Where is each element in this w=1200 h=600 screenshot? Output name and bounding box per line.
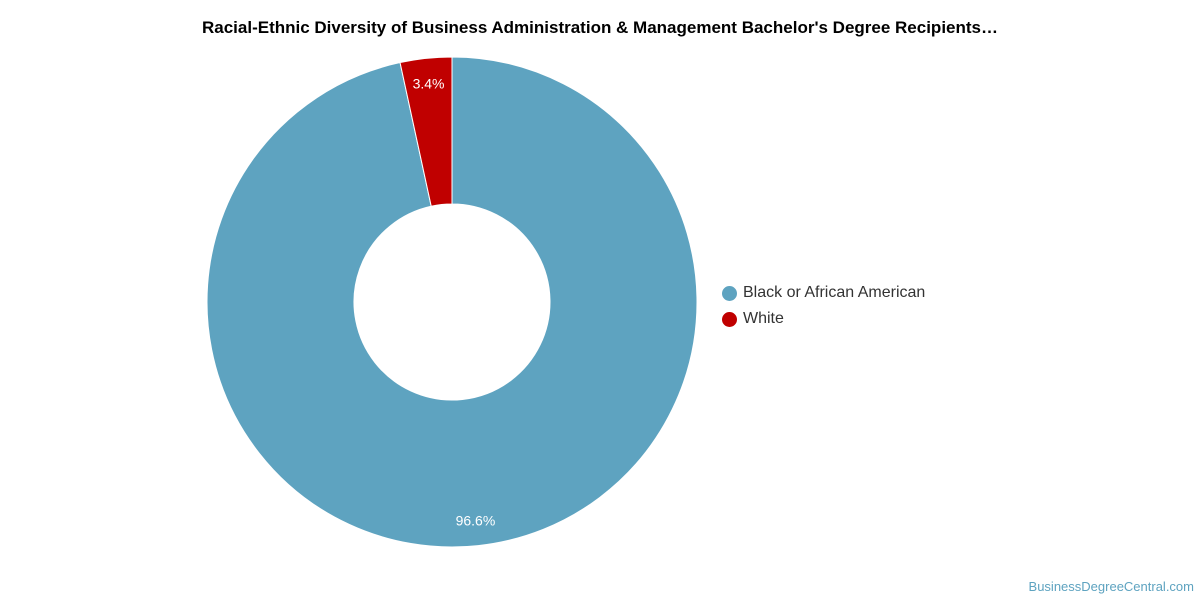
legend-swatch-black-or-african-american (722, 285, 737, 301)
slices-group (206, 56, 698, 548)
labels-group: 96.6% 3.4% (413, 75, 496, 528)
legend-item-black-or-african-american[interactable]: Black or African American (722, 280, 925, 306)
chart-title: Racial-Ethnic Diversity of Business Admi… (201, 18, 998, 37)
legend-label-black-or-african-american: Black or African American (743, 284, 926, 301)
legend: Black or African American White (722, 280, 925, 332)
legend-item-white[interactable]: White (722, 306, 925, 332)
legend-swatch-white (722, 311, 737, 327)
slice-white[interactable] (399, 56, 453, 207)
slice-label-black-or-african-american: 96.6% (456, 513, 496, 529)
legend-label-white: White (743, 310, 784, 327)
slice-black-or-african-american[interactable] (206, 56, 698, 548)
slice-label-white: 3.4% (413, 75, 445, 91)
source-credit[interactable]: BusinessDegreeCentral.com (1028, 579, 1194, 594)
